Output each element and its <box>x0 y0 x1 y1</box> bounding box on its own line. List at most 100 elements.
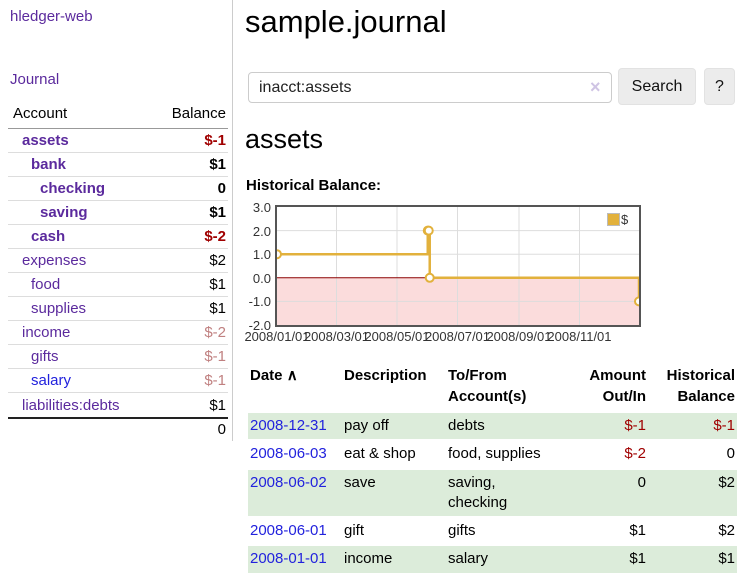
account-row-gifts: gifts $-1 <box>8 345 228 369</box>
account-link[interactable]: gifts <box>31 348 59 365</box>
transaction-accounts: saving, checking <box>446 469 556 516</box>
transaction-date-link[interactable]: 2008-06-01 <box>250 522 327 539</box>
transaction-description: save <box>342 469 446 516</box>
account-balance: $1 <box>209 276 226 293</box>
y-tick-label: -1.0 <box>248 294 271 310</box>
account-balance: $1 <box>209 156 226 173</box>
transaction-amount: $1 <box>629 522 646 539</box>
y-axis-labels: 3.0 2.0 1.0 0.0 -1.0 -2.0 <box>243 200 271 333</box>
account-row-supplies: supplies $1 <box>8 297 228 321</box>
search-button[interactable]: Search <box>618 68 696 105</box>
account-link[interactable]: salary <box>31 372 72 389</box>
register-row: 2008-01-01 income salary $1 $1 <box>248 546 737 573</box>
transaction-amount: $1 <box>556 546 648 573</box>
x-tick-label: 2008/11/01 <box>547 329 612 344</box>
transaction-date-link[interactable]: 2008-06-02 <box>250 473 327 491</box>
legend-swatch-icon <box>607 213 620 226</box>
account-balance: $1 <box>209 300 226 317</box>
transaction-date-link[interactable]: 2008-01-01 <box>250 550 327 568</box>
account-row-checking: checking 0 <box>8 177 228 201</box>
register-row: 2008-06-01 gift gifts $1 $2 <box>248 518 737 544</box>
app-title-link[interactable]: hledger-web <box>10 8 93 25</box>
transaction-amount: $-1 <box>556 413 648 440</box>
account-row-assets: assets $-1 <box>8 129 228 153</box>
account-link[interactable]: food <box>31 276 61 293</box>
transaction-balance: $1 <box>648 546 737 573</box>
x-tick-label: 2008/09/01 <box>486 329 552 344</box>
accounts-table-header: Account Balance <box>8 103 228 129</box>
legend-label: $ <box>621 212 629 227</box>
balance-column-header: Balance <box>171 105 226 122</box>
account-row-income: income $-2 <box>8 321 228 345</box>
register-header-row: Date ∧ Description To/From Account(s) Am… <box>248 363 737 411</box>
sidebar: hledger-web Journal Account Balance asse… <box>0 0 233 441</box>
register-row: 2008-06-02 save saving, checking 0 $2 <box>248 469 737 516</box>
account-balance: $-1 <box>204 132 226 149</box>
account-link[interactable]: cash <box>31 228 66 245</box>
account-row-saving: saving $1 <box>8 201 228 225</box>
account-link[interactable]: liabilities:debts <box>22 396 120 414</box>
account-row-expenses: expenses $2 <box>8 249 228 273</box>
account-row-liabilities-debts: liabilities:debts $1 <box>8 393 228 417</box>
search-input[interactable] <box>248 72 612 103</box>
account-link[interactable]: expenses <box>22 252 87 269</box>
transaction-accounts: debts <box>446 413 556 440</box>
account-link[interactable]: income <box>22 324 71 341</box>
account-link[interactable]: saving <box>40 204 88 221</box>
account-link[interactable]: bank <box>31 156 67 173</box>
account-row-cash: cash $-2 <box>8 225 228 249</box>
y-tick-label: 1.0 <box>252 247 271 263</box>
historical-balance-chart: 3.0 2.0 1.0 0.0 -1.0 -2.0 $ 2008/01/01 2008/03… <box>243 199 643 349</box>
account-column-header: To/From Account(s) <box>448 367 527 405</box>
account-balance: $1 <box>209 396 226 414</box>
transaction-date-link[interactable]: 2008-12-31 <box>250 417 327 434</box>
account-row-salary: salary $-1 <box>8 369 228 393</box>
account-heading: assets <box>245 124 324 154</box>
clear-search-icon[interactable]: × <box>590 77 601 97</box>
accounts-total-value: 0 <box>217 421 226 438</box>
x-tick-label: 2008/01/01 <box>244 329 310 344</box>
transaction-balance: $2 <box>648 469 737 516</box>
transaction-description: eat & shop <box>344 445 416 463</box>
sidebar-item-journal[interactable]: Journal <box>10 71 60 88</box>
transaction-description: gift <box>344 522 365 539</box>
register-row: 2008-12-31 pay off debts $-1 $-1 <box>248 413 737 440</box>
account-balance: $-1 <box>204 372 226 389</box>
x-tick-label: 2008/05/01 <box>364 329 430 344</box>
account-balance: $1 <box>209 204 226 221</box>
balance-column-header: Historical Balance <box>666 367 735 405</box>
account-row-bank: bank $1 <box>8 153 228 177</box>
chart-title: Historical Balance: <box>246 177 382 194</box>
y-tick-label: 0.0 <box>252 270 271 286</box>
account-link[interactable]: supplies <box>31 300 87 317</box>
account-balance: $-2 <box>204 228 226 245</box>
account-link[interactable]: checking <box>40 180 106 197</box>
chart-canvas <box>277 207 639 325</box>
register-table: Date ∧ Description To/From Account(s) Am… <box>248 361 737 575</box>
transaction-date-link[interactable]: 2008-06-03 <box>250 445 327 463</box>
accounts-table: Account Balance assets $-1 bank $1 check… <box>8 103 228 440</box>
account-column-header: Account <box>13 105 68 122</box>
description-column-header: Description <box>344 367 427 384</box>
help-button[interactable]: ? <box>704 68 735 105</box>
x-tick-label: 2008/03/01 <box>303 329 370 344</box>
chart-legend: $ <box>607 212 628 227</box>
x-tick-label: 2008/07/01 <box>424 329 491 344</box>
transaction-balance: $2 <box>718 522 735 539</box>
y-tick-label: -2.0 <box>248 318 271 333</box>
account-row-food: food $1 <box>8 273 228 297</box>
chart-plot-area <box>275 205 641 327</box>
transaction-accounts: salary <box>446 546 556 573</box>
sort-asc-icon: ∧ <box>286 367 298 384</box>
register-row: 2008-06-03 eat & shop food, supplies $-2… <box>248 441 737 467</box>
page-title: sample.journal <box>245 4 447 39</box>
transaction-amount: $-2 <box>624 445 646 463</box>
date-column-header[interactable]: Date ∧ <box>250 367 298 384</box>
account-balance: 0 <box>217 180 226 197</box>
transaction-amount: 0 <box>556 469 648 516</box>
transaction-balance: $-1 <box>648 413 737 440</box>
amount-column-header: Amount Out/In <box>589 367 646 405</box>
account-link[interactable]: assets <box>22 132 69 149</box>
account-balance: $-1 <box>204 348 226 365</box>
transaction-balance: 0 <box>726 445 735 463</box>
